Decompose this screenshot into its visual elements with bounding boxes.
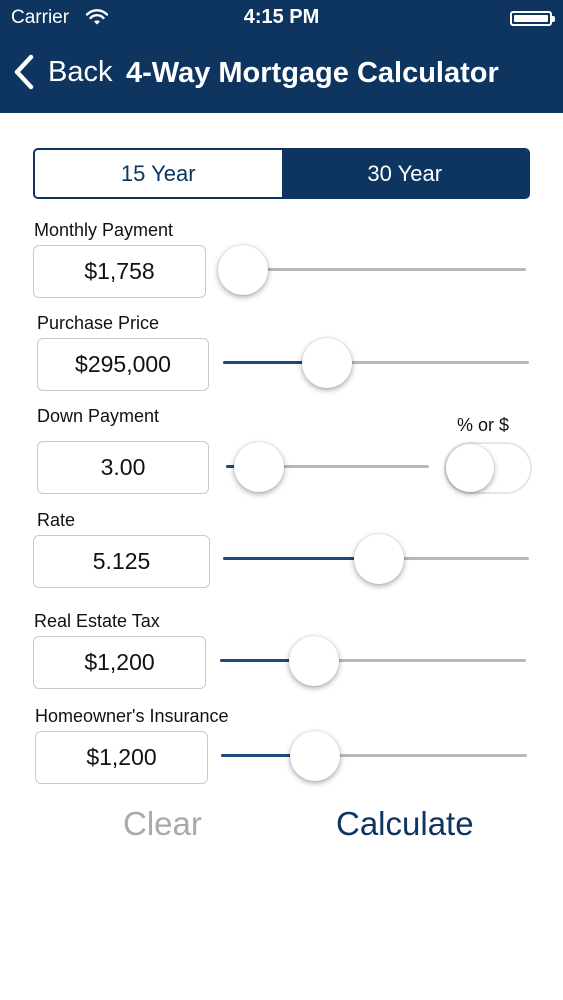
slider-thumb[interactable] <box>233 442 284 492</box>
clear-button[interactable]: Clear <box>123 805 202 842</box>
segment-30-year[interactable]: 30 Year <box>281 150 528 197</box>
down-payment-field[interactable]: 3.00 <box>37 441 209 494</box>
segment-15-year[interactable]: 15 Year <box>35 150 282 197</box>
toggle-knob <box>446 444 494 492</box>
homeowners-insurance-label: Homeowner's Insurance <box>35 706 229 726</box>
slider-thumb[interactable] <box>290 731 341 781</box>
slider-track <box>223 361 529 364</box>
slider-thumb[interactable] <box>302 338 353 388</box>
monthly-payment-label: Monthly Payment <box>34 220 174 240</box>
carrier-label: Carrier <box>11 7 70 28</box>
purchase-price-label: Purchase Price <box>37 313 160 333</box>
slider-fill <box>220 659 315 662</box>
purchase-price-field[interactable]: $295,000 <box>37 338 209 391</box>
battery-icon <box>510 11 555 26</box>
chevron-left-icon <box>14 54 34 90</box>
slider-track <box>220 659 526 662</box>
purchase-price-slider[interactable] <box>223 337 529 389</box>
wifi-icon <box>86 9 108 25</box>
back-label: Back <box>48 55 113 88</box>
down-payment-slider[interactable] <box>226 441 429 493</box>
rate-label: Rate <box>37 510 76 530</box>
down-payment-label: Down Payment <box>37 406 160 426</box>
homeowners-insurance-slider[interactable] <box>221 730 527 782</box>
term-segmented-control: 15 Year 30 Year <box>33 148 530 199</box>
real-estate-tax-label: Real Estate Tax <box>34 611 160 631</box>
slider-fill <box>223 557 379 560</box>
status-time: 4:15 PM <box>243 6 320 28</box>
slider-track <box>226 465 429 468</box>
rate-slider[interactable] <box>223 533 529 585</box>
homeowners-insurance-field[interactable]: $1,200 <box>35 731 208 784</box>
real-estate-tax-slider[interactable] <box>220 635 526 687</box>
real-estate-tax-field[interactable]: $1,200 <box>33 636 206 689</box>
page-title: 4-Way Mortgage Calculator <box>126 57 499 89</box>
slider-track <box>218 268 526 271</box>
percent-or-dollar-toggle[interactable] <box>444 442 532 494</box>
percent-or-dollar-label: % or $ <box>457 415 510 435</box>
slider-thumb[interactable] <box>289 636 340 686</box>
slider-fill <box>223 361 328 364</box>
calculate-button[interactable]: Calculate <box>336 805 474 842</box>
rate-field[interactable]: 5.125 <box>33 535 210 588</box>
monthly-payment-field[interactable]: $1,758 <box>33 245 206 298</box>
navigation-bar: Carrier 4:15 PM Back 4-Way Mortgage Calc… <box>0 0 563 113</box>
slider-track <box>221 754 527 757</box>
slider-thumb[interactable] <box>353 534 404 584</box>
slider-thumb[interactable] <box>218 245 268 295</box>
slider-fill <box>221 754 316 757</box>
monthly-payment-slider[interactable] <box>218 244 526 296</box>
back-button[interactable]: Back <box>12 54 112 90</box>
